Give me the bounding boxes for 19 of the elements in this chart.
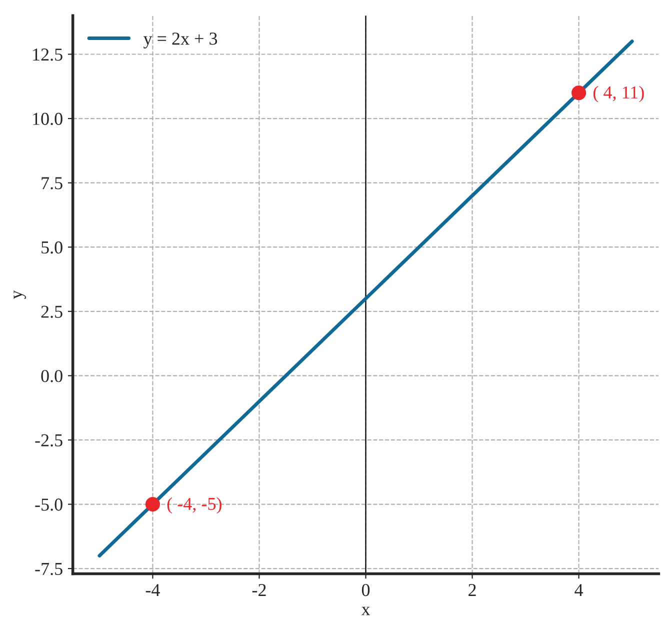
- y-axis-title: y: [14, 290, 26, 299]
- annotation: ( 4, 11): [593, 86, 644, 102]
- x-tick-label: 2: [468, 584, 476, 596]
- y-tick-label: 5.0: [42, 241, 62, 254]
- y-tick-label: 7.5: [42, 177, 62, 190]
- x-tick-label: -2: [252, 584, 266, 596]
- y-tick-label: 2.5: [41, 306, 62, 318]
- y-tick-label: -5.0: [35, 498, 62, 511]
- x-tick-label: -4: [146, 584, 160, 596]
- x-axis-title: x: [361, 606, 370, 616]
- y-tick-label: 0.0: [41, 370, 62, 382]
- x-tick-label: 0: [362, 584, 370, 596]
- legend-label: y = 2x + 3: [143, 32, 218, 48]
- annotation: ( -4, -5): [167, 497, 222, 514]
- x-tick-label: 4: [574, 584, 584, 596]
- y-tick-label: -7.5: [35, 563, 62, 576]
- y-tick-label: -2.5: [35, 434, 62, 447]
- y-tick-label: 12.5: [33, 48, 62, 61]
- y-tick-label: 10.0: [33, 112, 62, 126]
